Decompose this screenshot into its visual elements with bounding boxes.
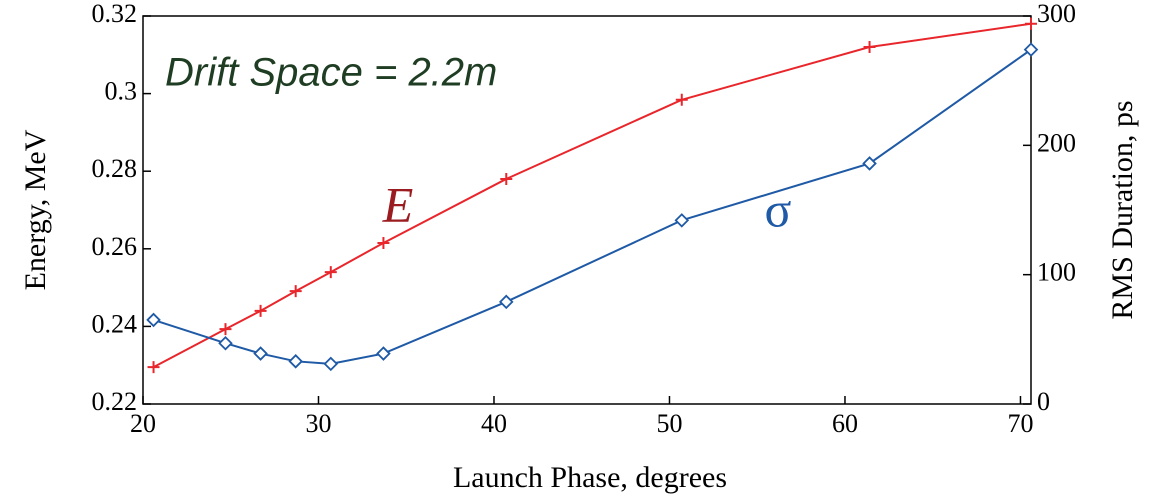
marker xyxy=(499,294,514,310)
y-tick-label: 0.22 xyxy=(92,387,138,416)
marker xyxy=(323,356,339,372)
series-line xyxy=(153,22,1032,369)
marker xyxy=(376,346,391,361)
x-tick-label: 40 xyxy=(481,409,507,438)
marker xyxy=(674,213,690,228)
y-tick-label: 0.32 xyxy=(92,0,138,28)
y2-axis-title: RMS Duration, ps xyxy=(1106,100,1139,319)
series-label: σ xyxy=(765,181,792,237)
x-tick-label: 60 xyxy=(832,409,858,438)
marker xyxy=(324,266,337,279)
marker xyxy=(254,304,267,317)
marker xyxy=(500,172,513,185)
y2-tick-label: 300 xyxy=(1037,0,1076,28)
series-line xyxy=(153,48,1032,365)
marker xyxy=(1023,42,1039,57)
annotation: Drift Space = 2.2m xyxy=(165,51,497,95)
marker xyxy=(289,285,302,298)
x-tick-label: 30 xyxy=(305,409,331,438)
y2-tick-label: 200 xyxy=(1037,128,1076,157)
marker xyxy=(253,346,268,361)
marker xyxy=(218,335,233,351)
y-tick-label: 0.28 xyxy=(92,154,138,183)
x-tick-label: 20 xyxy=(130,409,156,438)
marker xyxy=(675,93,688,106)
y2-tick-label: 100 xyxy=(1037,258,1076,287)
y-tick-label: 0.26 xyxy=(92,232,138,261)
marker xyxy=(862,156,877,171)
x-axis-title: Launch Phase, degrees xyxy=(453,461,727,494)
marker xyxy=(147,361,160,374)
marker xyxy=(863,41,876,54)
y-tick-label: 0.24 xyxy=(92,309,138,338)
marker xyxy=(377,236,390,249)
y2-tick-label: 0 xyxy=(1037,387,1050,416)
plot-frame xyxy=(142,15,1032,405)
x-tick-label: 70 xyxy=(1007,409,1033,438)
marker xyxy=(146,312,161,328)
marker xyxy=(1025,17,1037,30)
series-label: E xyxy=(382,176,414,232)
marker xyxy=(288,354,303,369)
y-tick-label: 0.3 xyxy=(105,77,138,106)
marker xyxy=(219,323,232,336)
x-tick-label: 50 xyxy=(656,409,682,438)
y-axis-title: Energy, MeV xyxy=(19,129,52,290)
